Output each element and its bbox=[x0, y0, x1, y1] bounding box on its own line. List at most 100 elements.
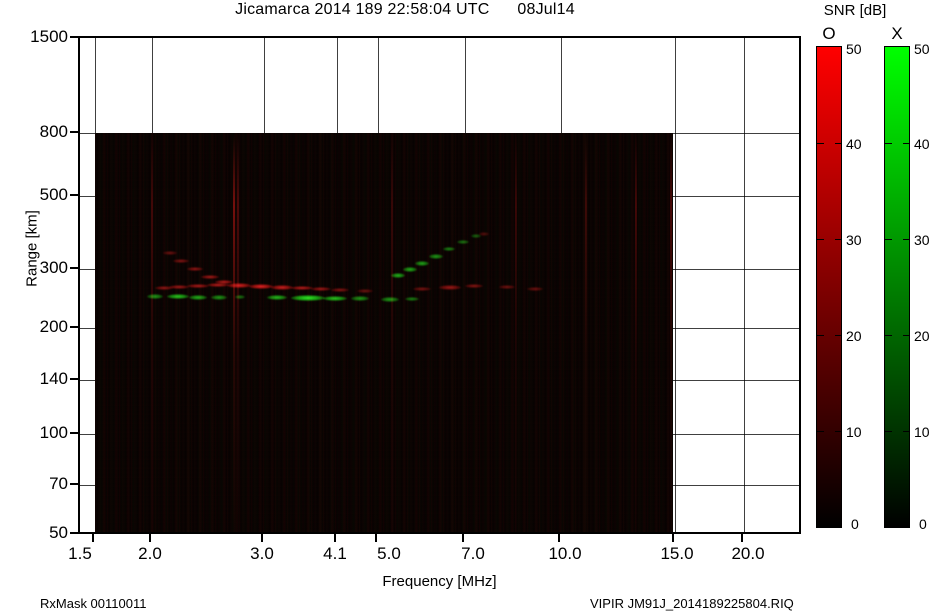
echo-point-x bbox=[415, 261, 429, 266]
colorbar-x-mode-label: X bbox=[891, 24, 903, 43]
xtick-mark-20.0 bbox=[741, 534, 743, 542]
colorbar-x-tick-10 bbox=[885, 431, 892, 432]
interference-streak bbox=[515, 133, 517, 532]
colorbar-o-tick-20 bbox=[817, 335, 824, 336]
echo-point-x bbox=[147, 294, 163, 299]
colorbar-x-label-30: 30 bbox=[914, 232, 930, 248]
interference-streak bbox=[151, 133, 153, 532]
ionogram-raster bbox=[95, 133, 673, 532]
xtick-mark-1.5 bbox=[92, 534, 94, 542]
echo-point-x bbox=[167, 294, 189, 299]
colorbar-x-label-0: 0 bbox=[919, 516, 927, 532]
echo-point-x bbox=[351, 296, 369, 301]
colorbar-o-mode[interactable] bbox=[816, 46, 842, 528]
ytick-label-300: 300 bbox=[39, 258, 68, 277]
ytick-mark-50 bbox=[70, 532, 80, 534]
colorbar-o-tick-30 bbox=[817, 239, 824, 240]
colorbar-x-tick-20 bbox=[885, 335, 892, 336]
interference-streak bbox=[635, 133, 637, 532]
echo-point-x bbox=[443, 247, 455, 251]
ytick-mark-70 bbox=[70, 483, 80, 485]
ytick-label-100: 100 bbox=[39, 423, 68, 442]
colorbar-x-label-50: 50 bbox=[914, 41, 930, 57]
echo-point-o bbox=[357, 289, 373, 293]
interference-streak bbox=[237, 133, 239, 532]
interference-streak bbox=[670, 133, 672, 532]
colorbar-o-tick-30 bbox=[835, 239, 842, 240]
plot-area bbox=[78, 36, 801, 534]
colorbar-x-tick-40 bbox=[885, 143, 892, 144]
colorbar-x-tick-20 bbox=[903, 335, 910, 336]
colorbar-o-mode-label: O bbox=[822, 24, 836, 43]
colorbar-x-mode[interactable] bbox=[884, 46, 910, 528]
colorbar-o-tick-20 bbox=[835, 335, 842, 336]
xtick-label-3.0: 3.0 bbox=[250, 544, 274, 563]
echo-point-x bbox=[405, 297, 419, 301]
xtick-mark-10.0 bbox=[558, 534, 560, 542]
ytick-label-140: 140 bbox=[39, 369, 68, 388]
xtick-label-1.5: 1.5 bbox=[68, 544, 92, 563]
echo-point-x bbox=[323, 296, 347, 301]
gridline-x-15.0 bbox=[675, 38, 676, 532]
ytick-label-1500: 1500 bbox=[30, 27, 68, 46]
ytick-label-800: 800 bbox=[39, 122, 68, 141]
echo-point-o bbox=[201, 275, 219, 279]
ytick-label-50: 50 bbox=[49, 523, 68, 542]
colorbar-o-label-0: 0 bbox=[851, 516, 859, 532]
y-axis-label: Range [km] bbox=[23, 210, 41, 287]
colorbar-x-tick-40 bbox=[903, 143, 910, 144]
echo-point-o bbox=[163, 251, 177, 255]
echo-point-o bbox=[311, 287, 331, 291]
ytick-label-70: 70 bbox=[49, 474, 68, 493]
colorbar-title: SNR [dB] bbox=[823, 2, 887, 19]
xtick-label-4.1: 4.1 bbox=[323, 544, 347, 563]
ytick-mark-100 bbox=[70, 432, 80, 434]
ytick-label-500: 500 bbox=[39, 185, 68, 204]
xtick-mark-15.0 bbox=[672, 534, 674, 542]
colorbar-o-tick-10 bbox=[817, 431, 824, 432]
echo-point-o bbox=[499, 285, 515, 289]
colorbar-o-label-30: 30 bbox=[846, 232, 862, 248]
xtick-label-15.0: 15.0 bbox=[660, 544, 694, 563]
echo-point-x bbox=[381, 297, 399, 302]
echo-point-o bbox=[227, 283, 251, 288]
echo-point-o bbox=[413, 287, 431, 291]
ytick-mark-300 bbox=[70, 267, 80, 269]
echo-point-o bbox=[215, 280, 233, 284]
rxmask-label: RxMask 00110011 bbox=[40, 596, 147, 611]
colorbar-o-tick-40 bbox=[817, 143, 824, 144]
xtick-label-20.0: 20.0 bbox=[731, 544, 765, 563]
xtick-mark-5.0 bbox=[375, 534, 377, 542]
xtick-mark-4.1 bbox=[334, 534, 336, 542]
interference-streak bbox=[391, 133, 393, 532]
xtick-label-2.0: 2.0 bbox=[138, 544, 162, 563]
echo-point-x bbox=[291, 295, 325, 301]
xtick-mark-2.0 bbox=[149, 534, 151, 542]
echo-point-o bbox=[187, 284, 209, 288]
echo-point-x bbox=[471, 234, 481, 238]
ytick-label-200: 200 bbox=[39, 317, 68, 336]
colorbar-o-label-50: 50 bbox=[846, 41, 862, 57]
echo-point-x bbox=[189, 295, 207, 300]
echo-point-o bbox=[249, 284, 273, 289]
echo-point-o bbox=[155, 286, 173, 290]
colorbar-x-tick-10 bbox=[903, 431, 910, 432]
ytick-mark-200 bbox=[70, 326, 80, 328]
echo-point-x bbox=[211, 295, 227, 300]
echo-point-x bbox=[391, 273, 405, 278]
echo-point-o bbox=[465, 284, 483, 288]
xtick-mark-3.0 bbox=[261, 534, 263, 542]
ytick-mark-140 bbox=[70, 378, 80, 380]
echo-point-o bbox=[271, 285, 293, 290]
echo-point-x bbox=[235, 295, 245, 299]
echo-point-x bbox=[457, 240, 469, 244]
colorbar-x-label-40: 40 bbox=[914, 136, 930, 152]
ytick-mark-800 bbox=[70, 131, 80, 133]
echo-point-o bbox=[173, 259, 189, 263]
echo-point-o bbox=[169, 285, 189, 289]
xtick-label-5.0: 5.0 bbox=[377, 544, 401, 563]
echo-point-o bbox=[527, 287, 543, 291]
xtick-label-10.0: 10.0 bbox=[548, 544, 582, 563]
colorbar-o-tick-40 bbox=[835, 143, 842, 144]
echo-point-o bbox=[187, 267, 203, 271]
